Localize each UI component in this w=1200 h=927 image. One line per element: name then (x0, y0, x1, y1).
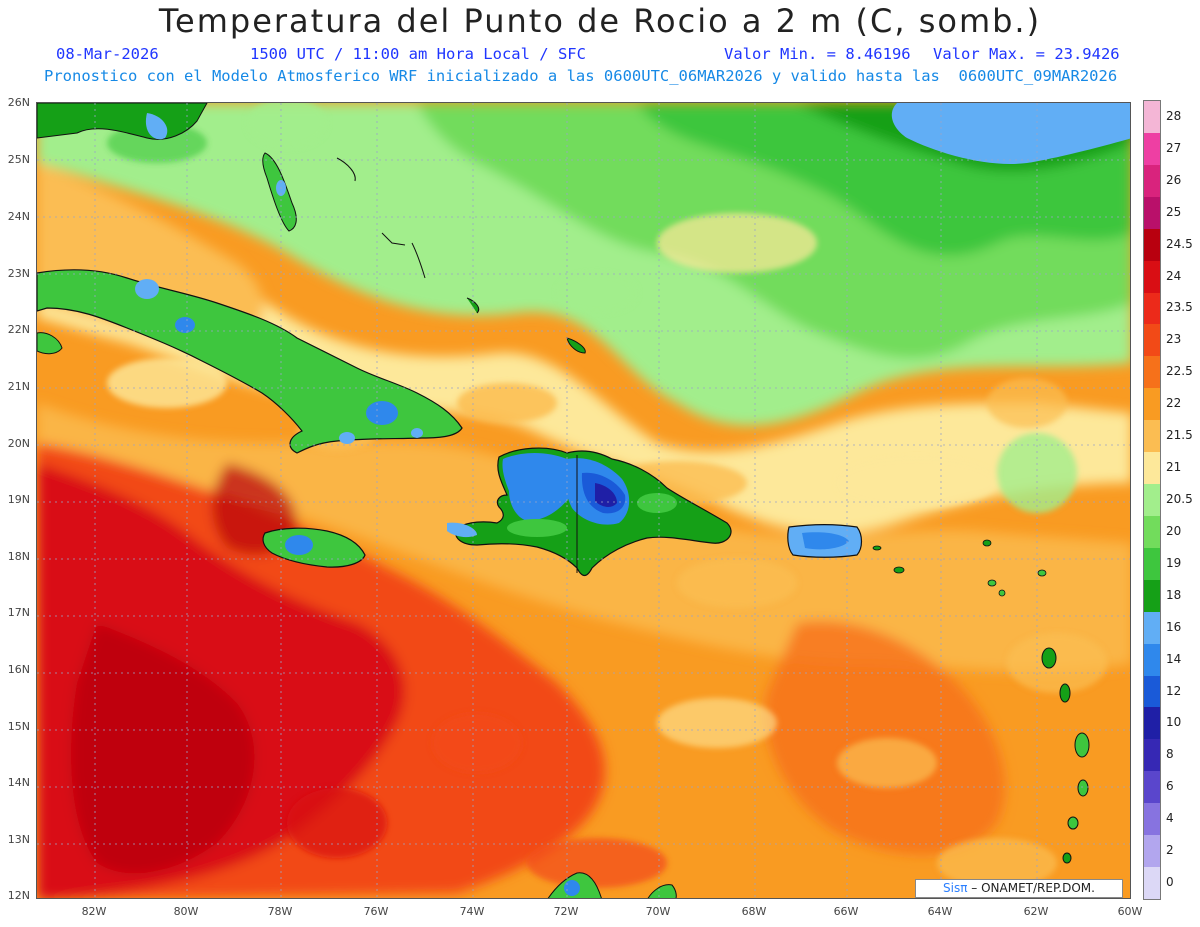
lat-label: 16N (7, 663, 30, 676)
lon-label: 74W (459, 905, 485, 918)
map-area (36, 102, 1131, 899)
forecast-date: 08-Mar-2026 (56, 45, 159, 63)
model-info: Pronostico con el Modelo Atmosferico WRF… (44, 67, 1118, 85)
lat-label: 21N (7, 380, 30, 393)
colorbar-label: 19 (1166, 555, 1182, 570)
lon-label: 64W (927, 905, 953, 918)
lat-label: 24N (7, 210, 30, 223)
colorbar-segment (1144, 484, 1160, 517)
colorbar-segment (1144, 803, 1160, 836)
colorbar-segment (1144, 388, 1160, 421)
colorbar-segment (1144, 515, 1160, 549)
colorbar-label: 21.5 (1166, 428, 1193, 443)
lat-label: 15N (7, 720, 30, 733)
lon-label: 62W (1023, 905, 1049, 918)
colorbar-segment (1144, 356, 1160, 389)
colorbar-segment (1144, 260, 1160, 293)
colorbar-segment (1144, 196, 1160, 230)
colorbar-label: 21 (1166, 460, 1182, 475)
colorbar-segment (1144, 132, 1160, 166)
colorbar-label: 26 (1166, 172, 1182, 187)
colorbar-segment (1144, 835, 1160, 868)
colorbar-label: 23.5 (1166, 300, 1193, 315)
credit-brand: Sisπ (943, 881, 968, 895)
lat-label: 23N (7, 267, 30, 280)
colorbar-segment (1144, 643, 1160, 677)
colorbar-label: 4 (1166, 811, 1174, 826)
lon-label: 80W (173, 905, 199, 918)
lat-label: 22N (7, 323, 30, 336)
colorbar-segment (1144, 228, 1160, 262)
lat-label: 17N (7, 606, 30, 619)
colorbar-segment (1144, 547, 1160, 581)
lon-label: 68W (741, 905, 767, 918)
colorbar-label: 2 (1166, 843, 1174, 858)
colorbar-segment (1144, 867, 1160, 900)
colorbar (1143, 100, 1161, 900)
dewpoint-map (37, 103, 1130, 898)
min-value: Valor Min. = 8.46196 (724, 45, 911, 63)
colorbar-label: 25 (1166, 204, 1182, 219)
colorbar-segment (1144, 675, 1160, 708)
colorbar-segment (1144, 579, 1160, 613)
colorbar-label: 12 (1166, 683, 1182, 698)
lat-label: 14N (7, 776, 30, 789)
colorbar-segment (1144, 707, 1160, 740)
colorbar-label: 14 (1166, 651, 1182, 666)
colorbar-segment (1144, 739, 1160, 772)
lon-label: 76W (363, 905, 389, 918)
lat-label: 26N (7, 96, 30, 109)
lon-label: 60W (1117, 905, 1143, 918)
colorbar-segment (1144, 452, 1160, 485)
colorbar-label: 22 (1166, 396, 1182, 411)
colorbar-label: 20.5 (1166, 492, 1193, 506)
colorbar-label: 16 (1166, 619, 1182, 634)
max-value: Valor Max. = 23.9426 (933, 45, 1120, 63)
colorbar-segment (1144, 164, 1160, 198)
colorbar-label: 27 (1166, 140, 1182, 155)
colorbar-segment (1144, 611, 1160, 645)
lon-label: 78W (267, 905, 293, 918)
map-title: Temperatura del Punto de Rocio a 2 m (C,… (158, 2, 1042, 40)
colorbar-label: 8 (1166, 747, 1174, 762)
lon-label: 66W (833, 905, 859, 918)
lon-label: 82W (81, 905, 107, 918)
colorbar-segment (1144, 292, 1160, 325)
lat-label: 12N (7, 889, 30, 902)
colorbar-label: 22.5 (1166, 364, 1193, 379)
colorbar-label: 28 (1166, 108, 1182, 123)
lat-label: 25N (7, 153, 30, 166)
lat-label: 18N (7, 550, 30, 563)
lon-label: 72W (553, 905, 579, 918)
lat-label: 20N (7, 437, 30, 450)
colorbar-label: 20 (1166, 523, 1182, 538)
colorbar-segment (1144, 420, 1160, 453)
colorbar-segment (1144, 101, 1160, 134)
forecast-time: 1500 UTC / 11:00 am Hora Local / SFC (250, 45, 586, 63)
colorbar-label: 23 (1166, 332, 1182, 347)
lat-label: 19N (7, 493, 30, 506)
colorbar-label: 18 (1166, 587, 1182, 602)
lon-label: 70W (645, 905, 671, 918)
lat-label: 13N (7, 833, 30, 846)
colorbar-label: 10 (1166, 715, 1182, 730)
colorbar-label: 24.5 (1166, 236, 1193, 251)
colorbar-segment (1144, 324, 1160, 357)
colorbar-label: 0 (1166, 875, 1174, 890)
colorbar-label: 24 (1166, 268, 1182, 283)
credit-text: – ONAMET/REP.DOM. (971, 881, 1095, 895)
colorbar-segment (1144, 771, 1160, 804)
credit-box: Sisπ – ONAMET/REP.DOM. (915, 879, 1123, 898)
colorbar-label: 6 (1166, 779, 1174, 794)
